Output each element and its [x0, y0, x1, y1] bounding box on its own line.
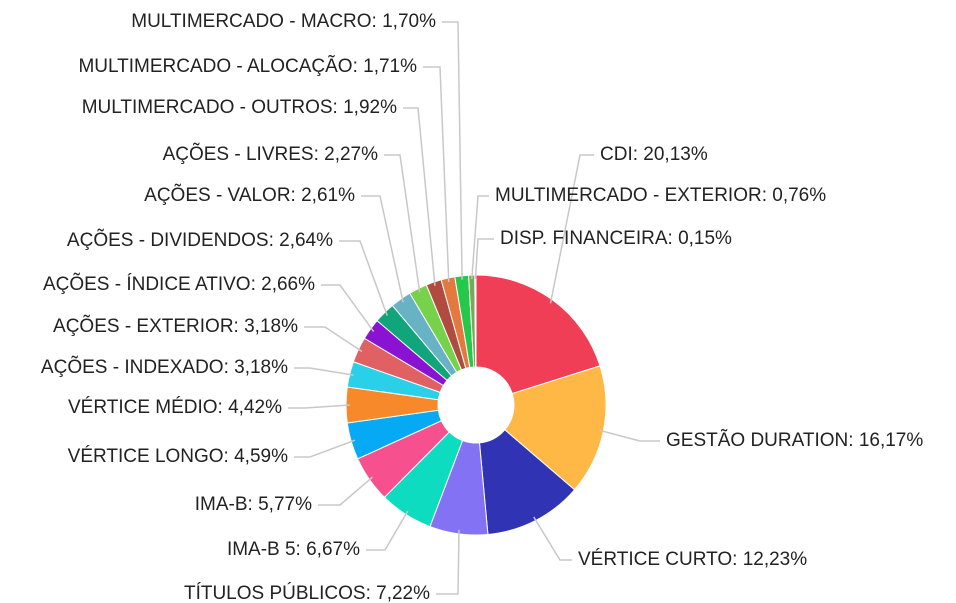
leader-line	[288, 404, 351, 409]
leader-line	[339, 240, 388, 316]
leader-line	[423, 66, 450, 283]
slice-label: GESTÃO DURATION: 16,17%	[666, 429, 923, 451]
leader-line	[436, 529, 460, 595]
leader-line	[471, 195, 489, 280]
leader-line	[361, 195, 404, 303]
slice-label: VÉRTICE CURTO: 12,23%	[578, 549, 807, 570]
leader-line	[442, 21, 463, 280]
leader-line	[366, 510, 409, 551]
leader-line	[474, 238, 494, 280]
slice-label: AÇÕES - DIVIDENDOS: 2,64%	[67, 229, 333, 251]
slice-label: IMA-B: 5,77%	[195, 494, 312, 515]
slice-label: AÇÕES - EXTERIOR: 3,18%	[53, 315, 298, 337]
leader-line	[533, 516, 572, 561]
leader-line	[384, 154, 421, 293]
slice	[475, 274, 601, 395]
leader-line	[304, 326, 363, 353]
leader-line	[294, 367, 354, 376]
slice-label: AÇÕES - VALOR: 2,61%	[144, 184, 355, 206]
leader-line	[403, 107, 436, 286]
slice-label: AÇÕES - ÍNDICE ATIVO: 2,66%	[43, 273, 315, 295]
slice-label: AÇÕES - LIVRES: 2,27%	[163, 143, 379, 165]
slice-label: MULTIMERCADO - OUTROS: 1,92%	[82, 97, 397, 118]
slice-label: DISP. FINANCEIRA: 0,15%	[500, 228, 732, 249]
slice-label: MULTIMERCADO - MACRO: 1,70%	[131, 11, 436, 32]
slice-label: MULTIMERCADO - ALOCAÇÃO: 1,71%	[78, 55, 417, 77]
slice-label: IMA-B 5: 6,67%	[227, 539, 360, 560]
leader-line	[599, 429, 660, 442]
slice-label: VÉRTICE LONGO: 4,59%	[68, 446, 288, 467]
slice-label: VÉRTICE MÉDIO: 4,42%	[68, 397, 282, 418]
slice	[504, 365, 607, 491]
leader-line	[318, 476, 374, 506]
slice	[478, 429, 576, 535]
leader-line	[294, 439, 356, 458]
leader-line	[321, 284, 375, 332]
slice-label: CDI: 20,13%	[600, 144, 708, 165]
slice-label: TÍTULOS PÚBLICOS: 7,22%	[184, 582, 430, 603]
slice-label: MULTIMERCADO - EXTERIOR: 0,76%	[495, 185, 826, 206]
slice-label: AÇÕES - INDEXADO: 3,18%	[41, 356, 288, 378]
leader-line	[549, 154, 594, 304]
